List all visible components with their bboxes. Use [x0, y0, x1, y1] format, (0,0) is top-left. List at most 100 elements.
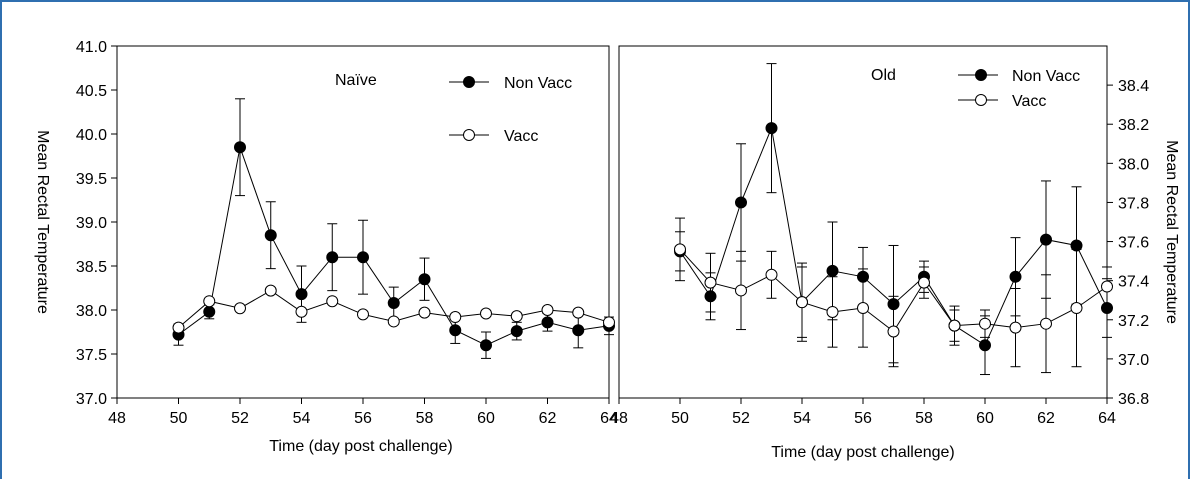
x-axis-right: 48 50 52 54 56 58 60 62 64: [610, 398, 1116, 427]
x-tick-label-right-7: 62: [1037, 410, 1055, 427]
data-point-left-s1-6: [357, 308, 369, 321]
y-tick-label-right-1: 37.0: [1118, 352, 1149, 369]
data-point-left-s1-0: [172, 321, 185, 334]
data-point-right-s0-13: [1070, 239, 1083, 252]
y-axis-label-right: Mean Rectal Temperature: [1163, 140, 1180, 324]
x-tick-label-right-2: 52: [732, 410, 750, 427]
y-tick-label-left-4: 39.0: [76, 215, 107, 232]
data-point-left-s0-2: [234, 141, 246, 154]
plot-area-right: [674, 63, 1113, 376]
data-point-right-s0-12: [1040, 233, 1052, 246]
data-point-right-s1-13: [1070, 302, 1083, 315]
data-point-right-s0-11: [1009, 270, 1022, 283]
y-tick-label-left-3: 38.5: [76, 259, 107, 276]
data-point-right-s0-10: [979, 339, 991, 352]
y-tick-label-right-8: 38.4: [1118, 78, 1149, 95]
data-point-right-s0-1: [704, 290, 717, 303]
x-axis-left: 48 50 52 54 56 58 60 62 64: [108, 398, 618, 427]
data-point-left-s0-1: [203, 305, 216, 318]
data-point-right-s1-14: [1101, 280, 1113, 293]
y-tick-label-right-7: 38.2: [1118, 117, 1149, 134]
y-tick-label-left-1: 37.5: [76, 347, 107, 364]
x-tick-label-right-0: 48: [610, 410, 628, 427]
panel-title-old: Old: [871, 67, 896, 84]
data-point-right-s1-1: [704, 276, 717, 289]
data-point-left-s0-5: [326, 251, 339, 264]
panel-naive: 37.0 37.5 38.0 38.5 39.0 39.5 40.0 40.5 41.0 48 5…: [34, 39, 618, 455]
y-axis-left: 37.0 37.5 38.0 38.5 39.0 39.5 40.0 40.5 41.0: [76, 39, 117, 408]
data-point-left-s1-1: [203, 295, 216, 308]
data-point-right-s1-10: [979, 317, 991, 330]
x-tick-label-left-2: 52: [231, 410, 249, 427]
y-tick-label-right-3: 37.4: [1118, 274, 1149, 291]
data-point-left-s0-11: [510, 325, 523, 338]
data-point-right-s0-7: [887, 298, 900, 311]
data-point-left-s1-13: [572, 306, 585, 319]
data-point-left-s0-4: [295, 288, 308, 301]
y-tick-label-left-2: 38.0: [76, 303, 107, 320]
x-axis-label-right: Time (day post challenge): [771, 444, 955, 461]
legend-marker-nonvacc-right: [975, 69, 987, 81]
y-tick-label-right-2: 37.2: [1118, 313, 1149, 330]
x-tick-label-right-3: 54: [793, 410, 811, 427]
legend-marker-nonvacc-left: [463, 76, 475, 88]
legend-marker-vacc-right: [975, 94, 987, 106]
x-tick-label-left-7: 62: [539, 410, 557, 427]
y-axis-label-left: Mean Rectal Temperature: [34, 130, 51, 314]
data-point-left-s0-10: [480, 339, 492, 352]
data-point-left-s1-5: [326, 295, 339, 308]
x-tick-label-right-6: 60: [976, 410, 994, 427]
y-tick-label-left-5: 39.5: [76, 171, 107, 188]
data-point-left-s1-8: [418, 306, 431, 319]
x-tick-label-left-4: 56: [354, 410, 372, 427]
legend-right: Non Vacc Vacc: [958, 68, 1080, 110]
x-tick-label-right-5: 58: [915, 410, 933, 427]
data-point-right-s1-9: [948, 319, 961, 332]
x-tick-label-left-6: 60: [477, 410, 495, 427]
legend-left: Non Vacc Vacc: [449, 75, 572, 145]
data-point-right-s1-2: [735, 284, 747, 297]
data-point-left-s1-9: [449, 311, 462, 324]
data-point-right-s0-14: [1101, 302, 1113, 315]
data-point-left-s1-4: [295, 305, 308, 318]
y-axis-right: 36.8 37.0 37.2 37.4 37.6 37.8 38.0 38.2 38.4: [1107, 78, 1149, 408]
x-tick-label-right-1: 50: [671, 410, 689, 427]
y-tick-label-left-0: 37.0: [76, 391, 107, 408]
data-point-left-s1-12: [541, 304, 554, 316]
y-tick-label-right-6: 38.0: [1118, 156, 1149, 173]
y-tick-label-right-0: 36.8: [1118, 391, 1149, 408]
data-point-right-s1-8: [918, 276, 930, 289]
data-point-left-s1-14: [603, 316, 615, 329]
data-point-left-s0-7: [387, 296, 400, 309]
x-tick-label-left-8: 64: [600, 410, 618, 427]
y-tick-label-right-5: 37.8: [1118, 195, 1149, 212]
data-point-right-s0-3: [765, 122, 778, 135]
data-point-right-s1-7: [887, 325, 900, 338]
x-tick-label-right-4: 56: [854, 410, 872, 427]
legend-marker-vacc-left: [463, 129, 475, 141]
data-point-right-s1-0: [674, 243, 686, 256]
data-point-left-s1-11: [510, 310, 523, 323]
data-point-right-s1-3: [765, 268, 778, 281]
data-point-left-s0-9: [449, 324, 462, 337]
data-point-right-s1-12: [1040, 317, 1052, 330]
data-point-right-s1-11: [1009, 321, 1022, 334]
legend-label-vacc-right: Vacc: [1012, 93, 1046, 110]
x-tick-label-right-8: 64: [1098, 410, 1116, 427]
data-point-right-s1-4: [796, 296, 808, 309]
data-point-left-s1-2: [234, 302, 246, 315]
data-point-right-s1-5: [826, 305, 839, 318]
y-tick-label-left-8: 41.0: [76, 39, 107, 56]
data-point-left-s0-8: [418, 273, 431, 286]
panel-title-naive: Naïve: [335, 72, 377, 89]
x-tick-label-left-3: 54: [293, 410, 311, 427]
x-tick-label-left-0: 48: [108, 410, 126, 427]
data-point-left-s1-3: [264, 284, 277, 297]
x-tick-label-left-5: 58: [416, 410, 434, 427]
data-point-right-s0-2: [735, 196, 747, 209]
x-tick-label-left-1: 50: [170, 410, 188, 427]
y-tick-label-left-6: 40.0: [76, 127, 107, 144]
data-point-left-s0-6: [357, 251, 369, 264]
legend-label-nonvacc-right: Non Vacc: [1012, 68, 1080, 85]
